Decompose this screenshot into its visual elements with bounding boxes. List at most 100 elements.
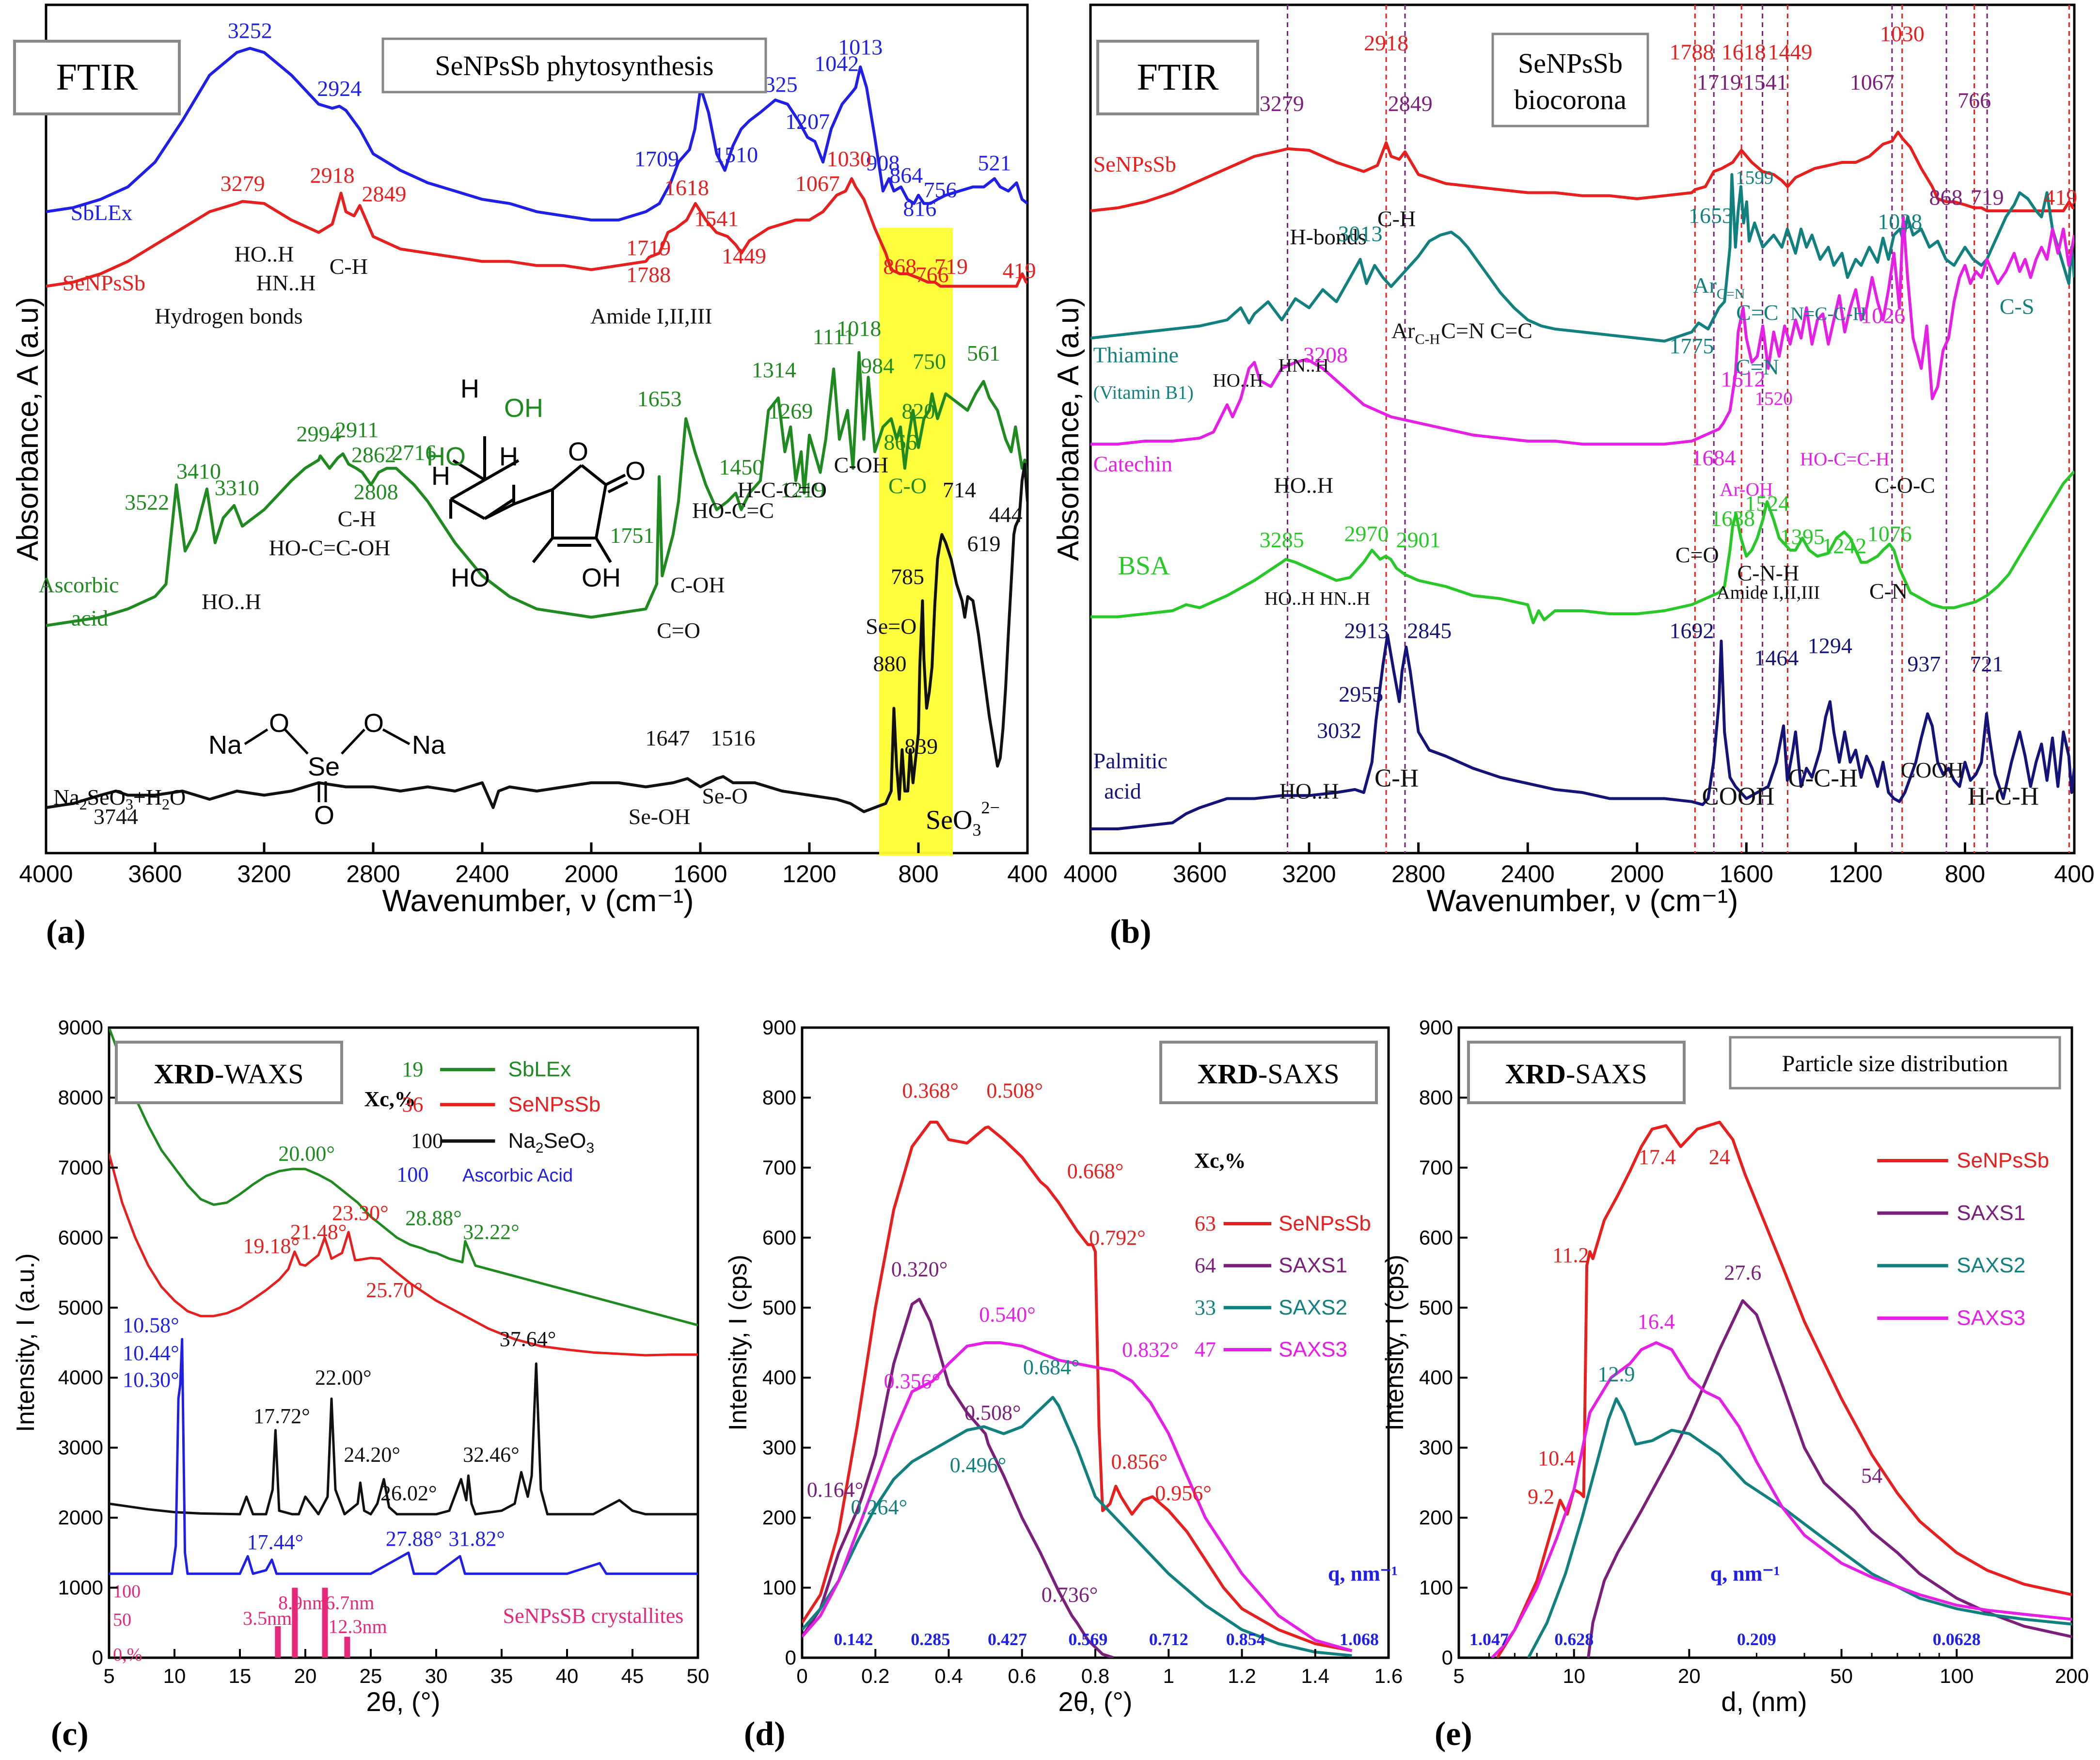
bar-axis-label: 50 xyxy=(113,1610,131,1630)
peak-label: 1314 xyxy=(752,357,796,382)
peak-label: 1618 xyxy=(1721,40,1766,64)
peak-label: SbLEx xyxy=(71,200,133,225)
peak-label: 2716 xyxy=(392,440,436,465)
peak-label: 816 xyxy=(903,196,936,221)
peak-label: (Vitamin B1) xyxy=(1093,382,1194,403)
peak-label: 721 xyxy=(1970,651,2003,676)
atom-label: HO xyxy=(426,442,466,471)
peak-label: 31.82° xyxy=(448,1527,505,1551)
peak-label: 619 xyxy=(967,531,1001,556)
panel-a-y-axis-label: Absorbance, A (a.u) xyxy=(11,297,45,561)
peak-label: C=C xyxy=(1736,300,1778,325)
y-tick-label: 200 xyxy=(1419,1506,1453,1529)
panel-b-y-axis-label: Absorbance, A (a.u) xyxy=(1052,297,1085,561)
legend-crystallinity: 33 xyxy=(1195,1296,1216,1319)
y-tick-label: 300 xyxy=(762,1436,796,1459)
y-tick-label: 500 xyxy=(1419,1296,1453,1319)
panel-e-title-box xyxy=(1729,1036,2061,1090)
y-tick-label: 700 xyxy=(1419,1156,1453,1179)
peak-label: 419 xyxy=(1003,258,1036,283)
peak-label: C=O xyxy=(657,618,700,643)
peak-label: Hydrogen bonds xyxy=(155,303,302,328)
legend-label: SAXS2 xyxy=(1957,1253,2025,1277)
x-tick-label: 400 xyxy=(2054,860,2094,888)
panel-a-plot-frame xyxy=(45,3,1029,855)
x-tick-label: 200 xyxy=(2055,1665,2089,1687)
peak-label: C-C-H xyxy=(1788,764,1858,793)
peak-label: 1788 xyxy=(626,262,671,287)
peak-label: 3744 xyxy=(94,804,138,829)
peak-label: 10.44° xyxy=(123,1341,179,1365)
peak-label: C-H xyxy=(330,254,368,279)
panel-b-ftir-box xyxy=(1096,40,1259,115)
ascorbic-acid-structure xyxy=(449,436,629,563)
peak-label: 19.18° xyxy=(243,1234,300,1258)
peak-label: 0.832° xyxy=(1122,1338,1179,1362)
peak-label: 1395 xyxy=(1780,524,1825,549)
peak-label: C-H xyxy=(1374,764,1419,793)
legend-label: SeNPsSb xyxy=(1957,1148,2049,1172)
peak-label: HO..H HN..H xyxy=(1264,588,1370,609)
peak-label: 0.540° xyxy=(979,1303,1036,1327)
panel-a-title-box xyxy=(381,37,767,94)
peak-label: C=N xyxy=(1736,355,1779,380)
x-tick-label: 100 xyxy=(1940,1665,1974,1687)
peak-label: 2994 xyxy=(297,422,341,446)
peak-label: acid xyxy=(1104,779,1141,804)
q-tick-label: 1.068 xyxy=(1340,1630,1379,1649)
panel-a-x-axis-label: Wavenumber, ν (cm⁻¹) xyxy=(382,883,694,918)
x-tick-label: 45 xyxy=(621,1665,644,1687)
panel-e-y-axis-label: Intensity, I (cps) xyxy=(1381,1254,1409,1430)
x-tick-label: 10 xyxy=(1563,1665,1585,1687)
peak-label: 1618 xyxy=(664,175,709,200)
peak-label: 3522 xyxy=(125,490,169,514)
panel-d-annotations: 0.368° 0.508° 0.668° 0.792° 0.320° 0.356° 0.54… xyxy=(807,1078,1212,1606)
panel-d-x-axis-label: 2θ, (°) xyxy=(1058,1686,1132,1717)
legend-label: SAXS2 xyxy=(1279,1296,1347,1319)
y-tick-label: 6000 xyxy=(58,1226,103,1249)
series-line-senpssb xyxy=(46,177,1027,288)
atom-label: H xyxy=(499,442,518,471)
x-tick-label: 1600 xyxy=(673,860,727,888)
peak-label: 2918 xyxy=(1364,31,1408,55)
panel-c-letter: (c) xyxy=(51,1715,89,1753)
peak-label: 20.00° xyxy=(278,1142,335,1165)
peak-label: 1038 xyxy=(1878,209,1922,234)
peak-label: HO..H xyxy=(235,241,294,266)
panel-c-annotations: 20.00° 28.88°32.22° 21.48°23.30° 19.18° 25.7… xyxy=(123,1142,556,1554)
peak-label: 27.6 xyxy=(1724,1261,1761,1284)
x-tick-label: 0.6 xyxy=(1008,1665,1036,1687)
series-line-saxs2 xyxy=(1527,1397,2072,1658)
peak-label: C-OH xyxy=(834,453,888,477)
panel-b-reference-lines xyxy=(1287,5,2070,853)
legend-label: Na2SeO3 xyxy=(508,1129,595,1156)
peak-label: 0.368° xyxy=(902,1078,959,1102)
peak-label: 17.44° xyxy=(247,1530,304,1554)
x-tick-label: 50 xyxy=(687,1665,710,1687)
q-axis-label: q, nm⁻¹ xyxy=(1328,1562,1398,1586)
sodium-selenite-water-label: Na2SeO3+H2O xyxy=(53,785,186,813)
peak-label: 1018 xyxy=(837,316,881,341)
x-tick-label: 2000 xyxy=(564,860,618,888)
x-tick-label: 10 xyxy=(163,1665,186,1687)
y-tick-label: 2000 xyxy=(58,1506,103,1529)
peak-label: 1294 xyxy=(1808,634,1852,658)
legend-label: SbLEx xyxy=(508,1058,571,1081)
peak-label: 1719 xyxy=(626,235,671,260)
x-tick-label: 2400 xyxy=(1501,860,1555,888)
peak-label: 1788 xyxy=(1670,40,1714,64)
panel-d-ticks: 0 0.2 0.4 0.6 0.8 1 1.2 1.4 1.6 0 100 200 300 400 500 6… xyxy=(762,1016,1403,1687)
peak-label: HO..H xyxy=(202,589,261,614)
peak-label: 17.4 xyxy=(1639,1145,1676,1169)
peak-label: Palmitic xyxy=(1093,748,1168,773)
atom-label: HO xyxy=(451,563,490,592)
peak-label: 3013 xyxy=(1338,222,1383,246)
y-tick-label: 8000 xyxy=(58,1086,103,1109)
legend-label: Ascorbic Acid xyxy=(462,1165,573,1186)
peak-label: 1242 xyxy=(1822,533,1866,558)
peak-label: 1541 xyxy=(1743,70,1788,95)
peak-label: 1653 xyxy=(1689,203,1733,228)
peak-label: 22.00° xyxy=(315,1366,372,1390)
q-tick-label: 1.047 xyxy=(1469,1630,1509,1649)
